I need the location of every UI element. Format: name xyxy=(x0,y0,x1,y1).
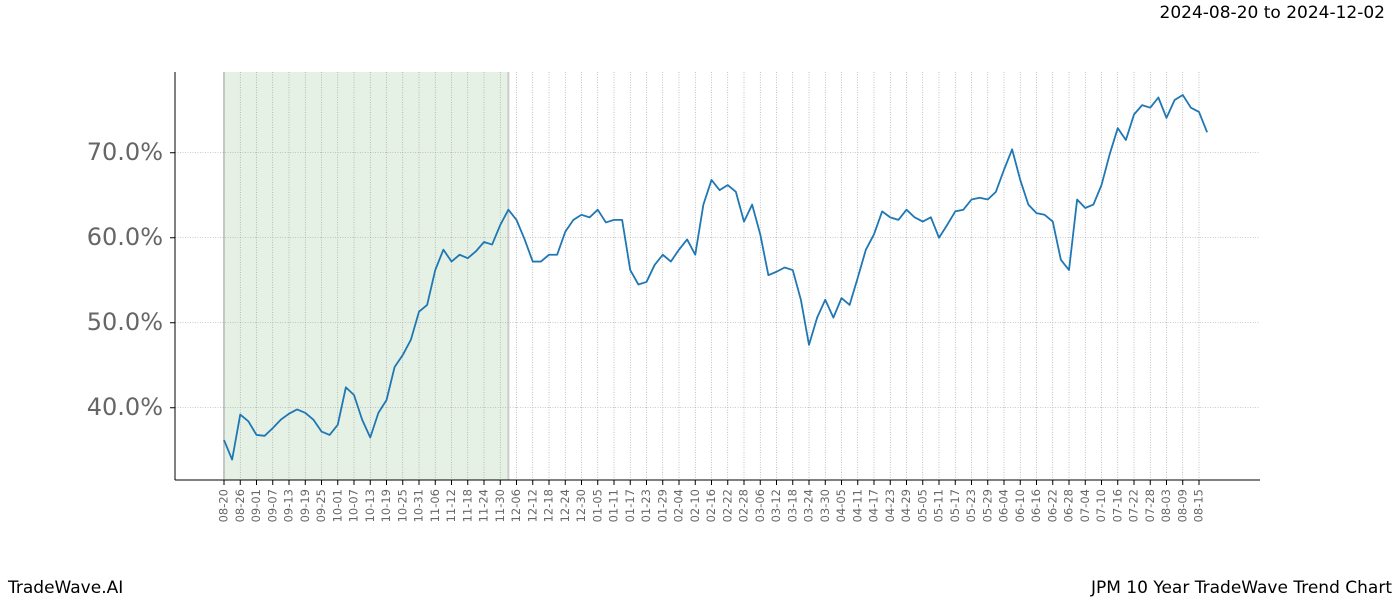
x-tick-label: 04-11 xyxy=(850,489,864,522)
x-tick-label: 01-05 xyxy=(590,489,604,522)
trend-line xyxy=(223,94,1208,461)
x-tick-label: 05-23 xyxy=(964,489,978,522)
x-tick-label: 03-06 xyxy=(753,489,767,522)
x-tick-label: 09-13 xyxy=(282,489,296,522)
x-tick-label: 10-07 xyxy=(347,489,361,522)
x-tick-label: 06-10 xyxy=(1013,489,1027,522)
x-tick-label: 03-12 xyxy=(769,489,783,522)
x-tick-label: 11-24 xyxy=(477,489,491,522)
x-tick-label: 07-16 xyxy=(1110,489,1124,522)
x-tick-label: 02-22 xyxy=(720,489,734,522)
x-tick-label: 09-07 xyxy=(265,489,279,522)
x-tick-label: 05-17 xyxy=(948,489,962,522)
x-tick-label: 12-18 xyxy=(542,489,556,522)
x-tick-label: 08-09 xyxy=(1175,489,1189,522)
x-tick-label: 10-31 xyxy=(412,489,426,522)
x-tick-label: 09-01 xyxy=(249,489,263,522)
x-tick-label: 06-28 xyxy=(1062,489,1076,522)
x-tick-label: 11-18 xyxy=(460,489,474,522)
x-tick-label: 03-24 xyxy=(802,489,816,522)
y-tick-label: 70.0% xyxy=(87,138,163,166)
footer-brand: TradeWave.AI xyxy=(7,578,123,598)
x-tick-label: 07-10 xyxy=(1094,489,1108,522)
footer-caption: JPM 10 Year TradeWave Trend Chart xyxy=(1090,578,1392,598)
x-tick-label: 03-30 xyxy=(818,489,832,522)
x-tick-label: 08-03 xyxy=(1159,489,1173,522)
x-tick-label: 02-10 xyxy=(688,489,702,522)
x-tick-label: 09-25 xyxy=(314,489,328,522)
x-tick-label: 04-05 xyxy=(834,489,848,522)
x-tick-label: 07-04 xyxy=(1078,489,1092,522)
x-tick-label: 10-25 xyxy=(395,489,409,522)
x-tick-label: 04-23 xyxy=(883,489,897,522)
x-tick-label: 06-22 xyxy=(1045,489,1059,522)
x-tick-label: 11-06 xyxy=(428,489,442,522)
x-tick-label: 07-22 xyxy=(1127,489,1141,522)
y-tick-label: 60.0% xyxy=(87,223,163,251)
x-tick-label: 12-06 xyxy=(509,489,523,522)
x-tick-label: 11-12 xyxy=(444,489,458,522)
y-tick-label: 40.0% xyxy=(87,393,163,421)
x-tick-label: 09-19 xyxy=(298,489,312,522)
x-tick-label: 01-11 xyxy=(607,489,621,522)
x-tick-label: 07-28 xyxy=(1143,489,1157,522)
chart-title: 2024-08-20 to 2024-12-02 xyxy=(1160,3,1385,23)
x-tick-label: 12-30 xyxy=(574,489,588,522)
x-tick-label: 05-11 xyxy=(932,489,946,522)
x-tick-label: 08-26 xyxy=(233,489,247,522)
y-tick-label: 50.0% xyxy=(87,308,163,336)
x-tick-label: 01-23 xyxy=(639,489,653,522)
x-tick-label: 02-04 xyxy=(672,489,686,522)
x-tick-label: 06-04 xyxy=(997,489,1011,522)
x-tick-label: 05-29 xyxy=(980,489,994,522)
x-tick-label: 12-12 xyxy=(525,489,539,522)
x-tick-label: 03-18 xyxy=(785,489,799,522)
x-tick-label: 01-29 xyxy=(655,489,669,522)
x-tick-label: 04-17 xyxy=(867,489,881,522)
x-tick-label: 12-24 xyxy=(558,489,572,522)
x-tick-label: 08-20 xyxy=(217,489,231,522)
x-tick-label: 01-17 xyxy=(623,489,637,522)
x-tick-label: 06-16 xyxy=(1029,489,1043,522)
x-tick-label: 04-29 xyxy=(899,489,913,522)
x-tick-label: 05-05 xyxy=(915,489,929,522)
x-tick-label: 10-01 xyxy=(330,489,344,522)
x-tick-label: 02-16 xyxy=(704,489,718,522)
x-tick-label: 02-28 xyxy=(737,489,751,522)
x-tick-label: 10-19 xyxy=(379,489,393,522)
x-tick-label: 10-13 xyxy=(363,489,377,522)
highlight-span xyxy=(224,72,509,480)
x-tick-label: 08-15 xyxy=(1192,489,1206,522)
x-tick-label: 11-30 xyxy=(493,489,507,522)
